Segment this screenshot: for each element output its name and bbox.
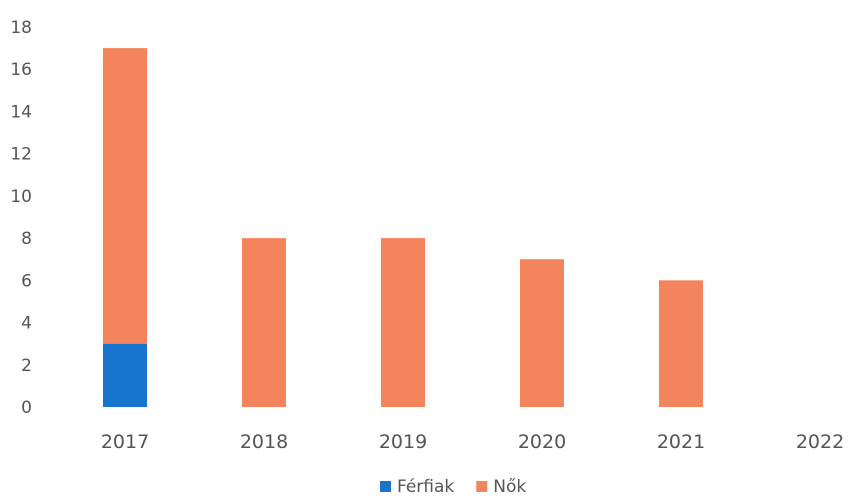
y-tick-label: 14 xyxy=(10,102,32,122)
x-tick-label: 2021 xyxy=(657,431,705,453)
legend-item-ferfiak: Férfiak xyxy=(380,477,454,497)
y-tick-label: 18 xyxy=(10,18,32,38)
y-tick-label: 4 xyxy=(21,314,32,334)
x-tick-label: 2022 xyxy=(796,431,844,453)
legend-item-nok: Nők xyxy=(476,477,526,497)
bars xyxy=(103,48,703,407)
bar-nok-2018 xyxy=(242,238,286,407)
bar-nok-2017 xyxy=(103,48,147,344)
y-tick-label: 8 xyxy=(21,229,32,249)
legend-label: Férfiak xyxy=(397,477,454,497)
bar-ferfiak-2017 xyxy=(103,343,147,407)
y-tick-label: 2 xyxy=(21,356,32,376)
x-tick-label: 2018 xyxy=(240,431,288,453)
y-axis: 0 2 4 6 8 10 12 14 16 18 xyxy=(10,18,32,418)
legend-swatch xyxy=(380,481,391,492)
y-tick-label: 10 xyxy=(10,187,32,207)
legend: Férfiak Nők xyxy=(380,477,526,497)
x-tick-label: 2017 xyxy=(101,431,149,453)
y-tick-label: 12 xyxy=(10,145,32,165)
x-tick-label: 2020 xyxy=(518,431,566,453)
y-tick-label: 0 xyxy=(21,398,32,418)
bar-nok-2019 xyxy=(381,238,425,407)
x-tick-label: 2019 xyxy=(379,431,427,453)
legend-label: Nők xyxy=(493,477,526,497)
y-tick-label: 16 xyxy=(10,60,32,80)
y-tick-label: 6 xyxy=(21,271,32,291)
bar-nok-2021 xyxy=(659,280,703,407)
bar-nok-2020 xyxy=(520,259,564,407)
legend-swatch xyxy=(476,481,488,492)
x-axis: 2017 2018 2019 2020 2021 2022 xyxy=(101,431,844,453)
